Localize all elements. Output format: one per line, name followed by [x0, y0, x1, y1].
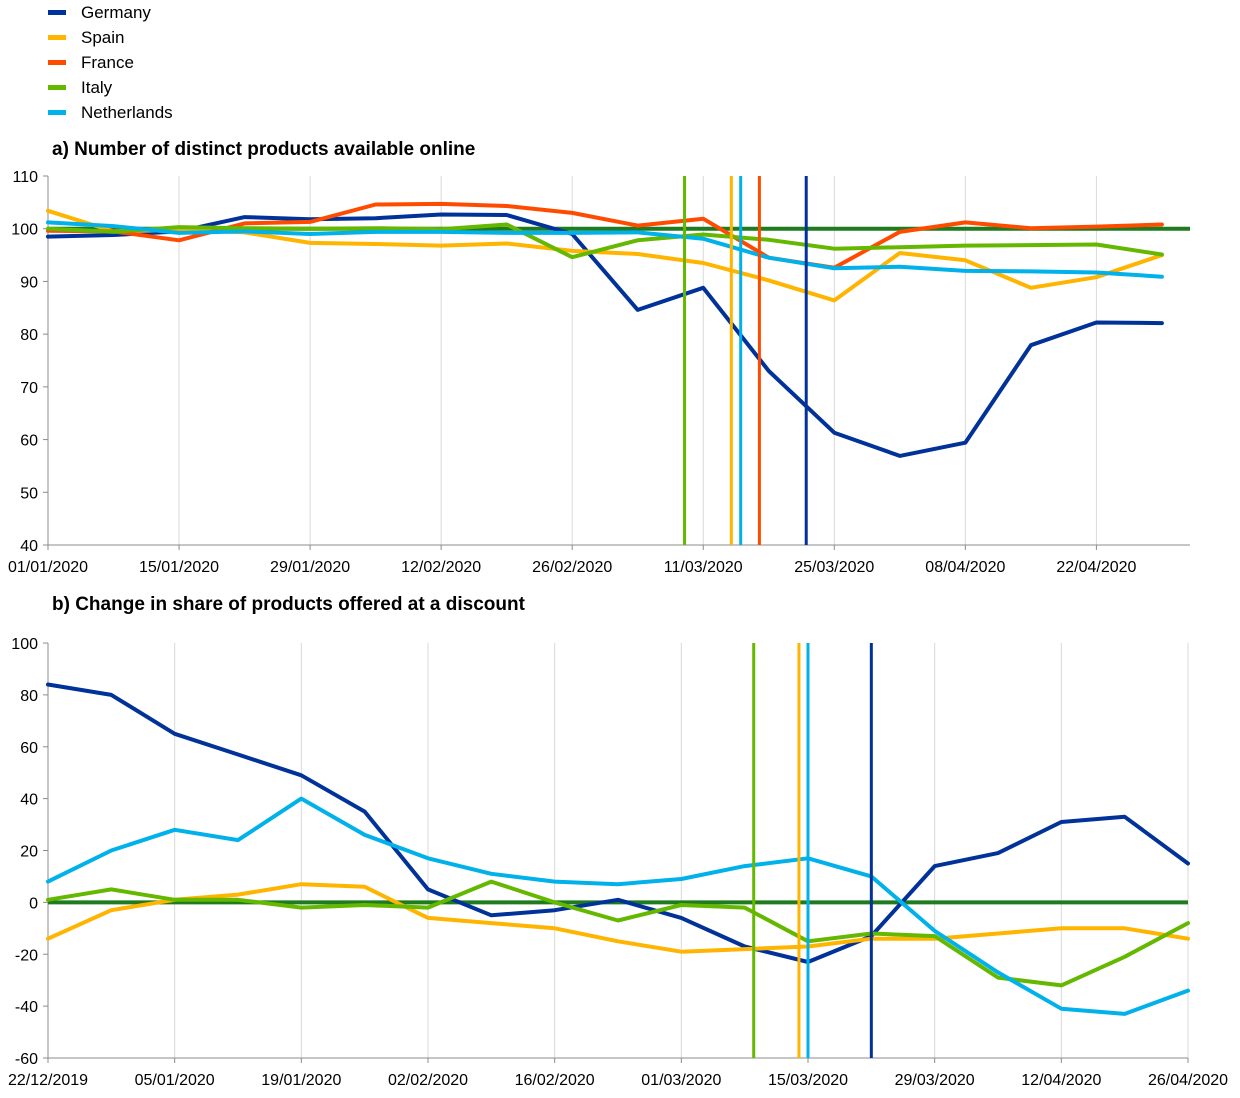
chart-b-x-tick-label: 22/12/2019 — [8, 1072, 88, 1089]
chart-a-y-tick-label: 110 — [12, 169, 38, 186]
chart-a-y-tick-label: 90 — [20, 274, 38, 291]
chart-b-y-tick-label: -60 — [15, 1051, 38, 1068]
chart-a-y-tick-label: 80 — [20, 327, 38, 344]
chart-b-x-tick-label: 12/04/2020 — [1021, 1072, 1101, 1089]
chart-b-y-tick-label: 0 — [29, 895, 38, 912]
chart-b-x-tick-label: 29/03/2020 — [895, 1072, 975, 1089]
chart-a-x-tick-label: 01/01/2020 — [8, 559, 88, 576]
chart-a-title: a) Number of distinct products available… — [52, 139, 476, 160]
legend-label-italy: Italy — [81, 77, 113, 97]
legend-swatch-italy — [48, 85, 66, 90]
chart-a-x-tick-label: 22/04/2020 — [1056, 559, 1136, 576]
chart-b-series-spain — [46, 882, 1190, 954]
legend-item-germany: Germany — [48, 0, 173, 25]
chart-b-y-tick-label: 60 — [20, 740, 38, 757]
legend-item-italy: Italy — [48, 75, 173, 100]
chart-a-x-tick-label: 25/03/2020 — [794, 559, 874, 576]
chart-b-series-netherlands — [46, 796, 1190, 1016]
chart-a-x-tick-label: 29/01/2020 — [270, 559, 350, 576]
chart-a-x-tick-label: 26/02/2020 — [532, 559, 612, 576]
chart-a-y-tick-label: 60 — [20, 433, 38, 450]
chart-a-y-tick-label: 40 — [20, 538, 38, 555]
chart-a-series-germany — [46, 212, 1164, 458]
chart-b-series-germany — [46, 682, 1190, 964]
chart-b-y-tick-label: 100 — [11, 636, 38, 653]
chart-legend: Germany Spain France Italy Netherlands — [48, 0, 173, 125]
chart-b-x-tick-label: 15/03/2020 — [768, 1072, 848, 1089]
chart-b-y-tick-label: -20 — [15, 947, 38, 964]
chart-b-x-tick-label: 05/01/2020 — [135, 1072, 215, 1089]
chart-b-y-tick-label: 40 — [20, 792, 38, 809]
chart-a-x-tick-label: 11/03/2020 — [664, 559, 743, 576]
legend-label-germany: Germany — [81, 2, 151, 22]
chart-b-x-tick-label: 26/04/2020 — [1148, 1072, 1228, 1089]
legend-label-netherlands: Netherlands — [81, 102, 173, 122]
legend-swatch-netherlands — [48, 110, 66, 115]
chart-b-y-tick-label: 80 — [20, 688, 38, 705]
legend-item-netherlands: Netherlands — [48, 100, 173, 125]
chart-a-x-tick-label: 12/02/2020 — [401, 559, 481, 576]
chart-b-title: b) Change in share of products offered a… — [52, 594, 525, 615]
chart-b-x-tick-label: 16/02/2020 — [515, 1072, 595, 1089]
chart-a-x-tick-label: 08/04/2020 — [925, 559, 1005, 576]
chart-a-series-france — [46, 201, 1164, 270]
legend-swatch-germany — [48, 10, 66, 15]
chart-b-x-tick-label: 19/01/2020 — [261, 1072, 341, 1089]
chart-a-y-tick-label: 50 — [20, 485, 38, 502]
legend-swatch-spain — [48, 35, 66, 40]
chart-a-x-tick-label: 15/01/2020 — [139, 559, 219, 576]
legend-item-spain: Spain — [48, 25, 173, 50]
chart-b-series-italy — [46, 879, 1190, 988]
chart-a-series-netherlands — [46, 220, 1164, 279]
chart-b-x-tick-label: 01/03/2020 — [641, 1072, 721, 1089]
chart-a-y-tick-label: 100 — [11, 222, 38, 239]
chart-b-y-tick-label: 20 — [20, 844, 38, 861]
legend-label-france: France — [81, 52, 134, 72]
chart-b-y-tick-label: -40 — [15, 999, 38, 1016]
chart-a-series-italy — [46, 222, 1164, 260]
legend-item-france: France — [48, 50, 173, 75]
legend-label-spain: Spain — [81, 27, 125, 47]
chart-a-y-tick-label: 70 — [20, 380, 38, 397]
legend-swatch-france — [48, 60, 66, 65]
chart-b-x-tick-label: 02/02/2020 — [388, 1072, 468, 1089]
